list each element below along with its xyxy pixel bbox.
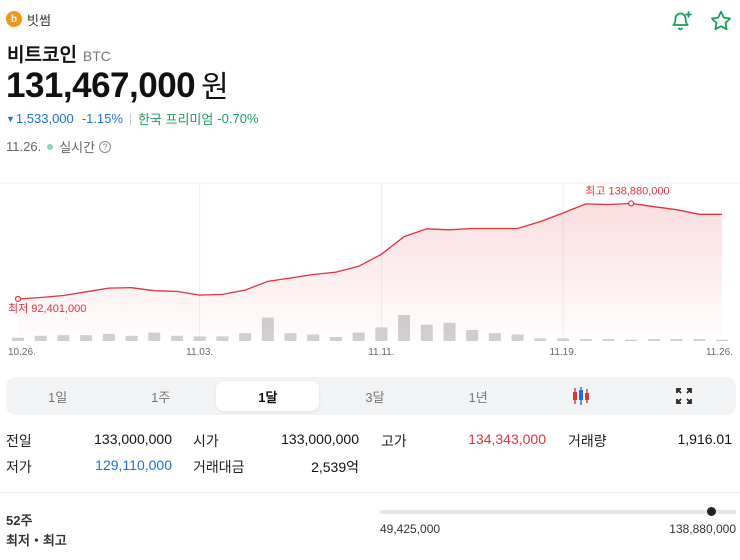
- current-price: 131,467,000 원: [6, 62, 229, 106]
- help-icon[interactable]: ?: [99, 140, 112, 153]
- price-line: [17, 202, 722, 300]
- week52-low: 49,425,000: [380, 522, 441, 536]
- week52-subtitle: 최저・최고: [6, 533, 67, 548]
- candle-chart-button[interactable]: [530, 381, 633, 411]
- change-absolute: 1,533,000: [15, 111, 74, 126]
- coin-title: 비트코인 BTC: [7, 40, 111, 67]
- realtime-label: 실시간: [59, 140, 96, 155]
- down-arrow-icon: ▼: [6, 113, 15, 124]
- tab-1-day[interactable]: 1일: [47, 389, 68, 405]
- section-divider: [0, 492, 740, 493]
- favorite-button[interactable]: [708, 8, 734, 34]
- change-percent: -1.15%: [81, 111, 123, 126]
- low-value: 129,110,000: [95, 457, 172, 473]
- price-change: ▼ 1,533,000 -1.15% 한국 프리미엄 -0.70%: [6, 109, 259, 128]
- week52-current-marker: [707, 507, 717, 516]
- date-label: 11.26.: [6, 139, 42, 154]
- coin-name: 비트코인: [7, 45, 77, 66]
- price-unit: 원: [201, 71, 229, 104]
- high-point: [628, 200, 635, 207]
- exchange-logo: b: [6, 11, 22, 27]
- x-tick-label: 11.03.: [186, 347, 213, 358]
- low-label: 최저 92,401,000: [8, 302, 86, 315]
- week52-label: 52주 최저・최고: [6, 511, 67, 551]
- trade-value: 2,539억: [311, 459, 359, 475]
- price-chart[interactable]: 최고 138,880,000 최저 92,401,000 10.26. 11.03.…: [0, 175, 740, 360]
- prev-close-value: 133,000,000: [94, 431, 172, 447]
- price-value: 131,467,000: [6, 66, 196, 105]
- high-value: 134,343,000: [468, 431, 546, 447]
- premium-value: -0.70%: [217, 111, 259, 126]
- week52-high: 138,880,000: [669, 522, 736, 536]
- tab-1-month[interactable]: 1달: [216, 381, 320, 411]
- prev-close-label: 전일: [6, 433, 32, 449]
- expand-icon: [676, 388, 693, 404]
- tab-1-week[interactable]: 1주: [151, 389, 171, 405]
- price-area: [18, 203, 722, 341]
- exchange-header: b 빗썸: [6, 8, 51, 30]
- low-point: [14, 295, 22, 303]
- bell-plus-icon: [672, 11, 692, 31]
- week52-title: 52주: [6, 513, 33, 528]
- x-tick-label: 11.11.: [368, 347, 394, 358]
- tab-3-month[interactable]: 3달: [365, 389, 385, 405]
- open-label: 시가: [193, 433, 219, 449]
- exchange-name: 빗썸: [27, 12, 51, 28]
- x-tick-label: 11.26.: [706, 347, 733, 358]
- high-label: 최고 138,880,000: [585, 184, 669, 197]
- low-label: 저가: [6, 459, 32, 475]
- x-tick-label: 10.26.: [8, 347, 36, 358]
- divider: [129, 112, 131, 125]
- high-label: 고가: [381, 433, 407, 449]
- fullscreen-button[interactable]: [633, 381, 736, 411]
- time-status: 11.26. 실시간 ?: [6, 137, 112, 156]
- open-value: 133,000,000: [281, 431, 359, 447]
- trade-value-label: 거래대금: [193, 459, 245, 475]
- volume-label: 거래량: [568, 433, 607, 449]
- volume-value: 1,916.01: [677, 431, 733, 447]
- candlestick-icon: [573, 387, 590, 405]
- premium-label: 한국 프리미엄: [137, 112, 214, 127]
- coin-symbol: BTC: [82, 48, 111, 64]
- add-alert-button[interactable]: [668, 8, 694, 34]
- tab-1-year[interactable]: 1년: [468, 389, 488, 405]
- week52-range-bar: [380, 507, 736, 516]
- top-actions: [668, 8, 734, 34]
- period-tabs: 1일 1주 1달 3달 1년: [6, 377, 736, 415]
- live-dot-icon: [47, 143, 54, 150]
- star-icon: [711, 10, 731, 31]
- x-tick-label: 11.19.: [550, 347, 577, 358]
